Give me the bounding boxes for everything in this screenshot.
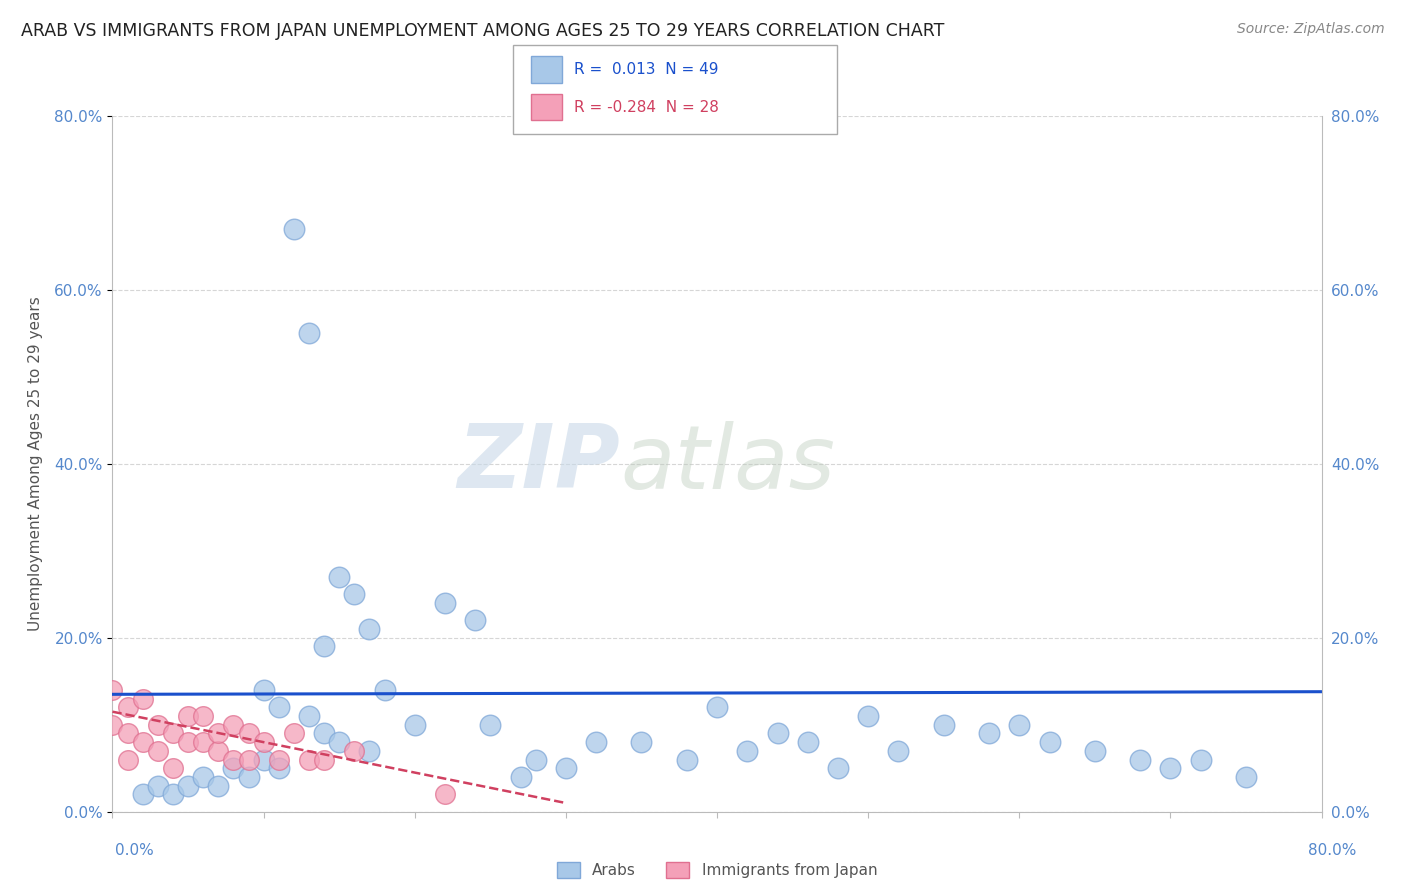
Point xyxy=(343,744,366,758)
Point xyxy=(524,753,547,767)
Point xyxy=(585,735,607,749)
Point xyxy=(464,614,486,628)
Text: atlas: atlas xyxy=(620,421,835,507)
Point xyxy=(132,691,155,706)
Legend: Arabs, Immigrants from Japan: Arabs, Immigrants from Japan xyxy=(551,856,883,884)
Point xyxy=(314,640,336,654)
Text: R = -0.284  N = 28: R = -0.284 N = 28 xyxy=(574,100,718,114)
Point xyxy=(238,753,260,767)
Y-axis label: Unemployment Among Ages 25 to 29 years: Unemployment Among Ages 25 to 29 years xyxy=(28,296,44,632)
Point xyxy=(630,735,652,749)
Point xyxy=(359,622,381,636)
Point xyxy=(162,788,184,801)
Point xyxy=(827,761,849,775)
Point xyxy=(132,788,155,801)
Point xyxy=(856,709,880,723)
Point xyxy=(162,761,184,775)
Point xyxy=(117,700,139,714)
Point xyxy=(796,735,818,749)
Point xyxy=(328,735,350,749)
Point xyxy=(737,744,759,758)
Point xyxy=(706,700,728,714)
Point xyxy=(433,788,456,801)
Point xyxy=(101,683,124,698)
Point xyxy=(146,779,169,793)
Point xyxy=(887,744,910,758)
Point xyxy=(253,683,276,698)
Point xyxy=(298,753,321,767)
Point xyxy=(509,770,531,784)
Point xyxy=(238,726,260,740)
Point xyxy=(207,726,229,740)
Point xyxy=(222,753,245,767)
Point xyxy=(766,726,789,740)
Point xyxy=(177,779,200,793)
Point xyxy=(207,779,229,793)
Point xyxy=(267,761,290,775)
Text: 80.0%: 80.0% xyxy=(1309,843,1357,858)
Text: ZIP: ZIP xyxy=(457,420,620,508)
Point xyxy=(222,761,245,775)
Point xyxy=(132,735,155,749)
Point xyxy=(222,717,245,731)
Point xyxy=(1159,761,1181,775)
Point xyxy=(675,753,697,767)
Point xyxy=(191,770,214,784)
Point xyxy=(283,222,305,236)
Point xyxy=(146,717,169,731)
Point xyxy=(554,761,576,775)
Point xyxy=(101,717,124,731)
Point xyxy=(314,753,336,767)
Point xyxy=(177,735,200,749)
Point xyxy=(267,700,290,714)
Point xyxy=(283,726,305,740)
Text: R =  0.013  N = 49: R = 0.013 N = 49 xyxy=(574,62,718,77)
Point xyxy=(162,726,184,740)
Point xyxy=(177,709,200,723)
Point xyxy=(977,726,1000,740)
Point xyxy=(479,717,502,731)
Point xyxy=(117,753,139,767)
Point xyxy=(1129,753,1152,767)
Point xyxy=(238,770,260,784)
Point xyxy=(117,726,139,740)
Point xyxy=(374,683,396,698)
Point xyxy=(932,717,955,731)
Point xyxy=(298,709,321,723)
Text: 0.0%: 0.0% xyxy=(115,843,155,858)
Point xyxy=(1084,744,1107,758)
Point xyxy=(253,735,276,749)
Point xyxy=(1234,770,1257,784)
Point xyxy=(343,587,366,601)
Point xyxy=(1008,717,1031,731)
Point xyxy=(298,326,321,341)
Point xyxy=(267,753,290,767)
Point xyxy=(1189,753,1212,767)
Point xyxy=(1038,735,1062,749)
Point xyxy=(314,726,336,740)
Point xyxy=(328,570,350,584)
Point xyxy=(191,709,214,723)
Point xyxy=(253,753,276,767)
Point xyxy=(146,744,169,758)
Point xyxy=(404,717,426,731)
Text: Source: ZipAtlas.com: Source: ZipAtlas.com xyxy=(1237,22,1385,37)
Text: ARAB VS IMMIGRANTS FROM JAPAN UNEMPLOYMENT AMONG AGES 25 TO 29 YEARS CORRELATION: ARAB VS IMMIGRANTS FROM JAPAN UNEMPLOYME… xyxy=(21,22,945,40)
Point xyxy=(359,744,381,758)
Point xyxy=(207,744,229,758)
Point xyxy=(191,735,214,749)
Point xyxy=(433,596,456,610)
